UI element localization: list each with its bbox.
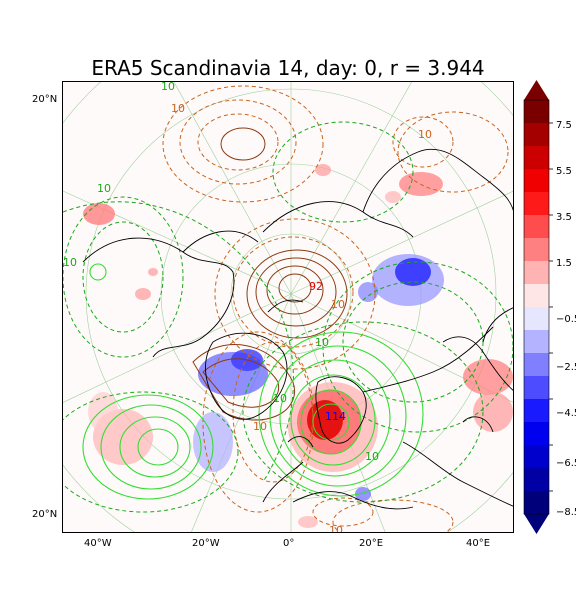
colorbar-band — [524, 100, 549, 124]
contour-label: 10 — [365, 450, 379, 463]
colorbar-band — [524, 123, 549, 147]
contour-label: 10 — [331, 298, 345, 311]
contour-label-min: 92 — [309, 280, 323, 293]
lon-label-20e: 20°E — [359, 538, 384, 549]
coastlines — [82, 148, 513, 510]
colorbar-band — [524, 353, 549, 377]
colorbar-ticks — [549, 122, 553, 492]
map-title: ERA5 Scandinavia 14, day: 0, r = 3.944 — [91, 56, 485, 80]
low-centre-contours — [192, 127, 348, 421]
contour-label: 10 — [63, 256, 77, 269]
colorbar-band — [524, 284, 549, 308]
colorbar-bottom-arrow — [524, 514, 549, 534]
colorbar-band — [524, 376, 549, 400]
lon-label-40w: 40°W — [84, 538, 112, 549]
colorbar-band — [524, 192, 549, 216]
colorbar-band — [524, 330, 549, 354]
map-canvas: 10 10 10 10 10 10 10 10 10 10 92 114 10 — [63, 82, 513, 533]
colorbar-band — [524, 491, 549, 515]
contour-label: 10 — [171, 102, 185, 115]
colorbar-band — [524, 215, 549, 239]
colorbar-band — [524, 169, 549, 193]
contour-label: 10 — [315, 336, 329, 349]
lon-label-0: 0° — [283, 538, 295, 549]
contour-label: 10 — [161, 82, 175, 93]
colorbar-band — [524, 261, 549, 285]
contour-label: 10 — [418, 128, 432, 141]
colorbar-label: −6.5 — [556, 458, 576, 469]
colorbar-bands — [524, 100, 549, 515]
contour-label: 10 — [273, 392, 287, 405]
colorbar-band — [524, 238, 549, 262]
map-panel: 10 10 10 10 10 10 10 10 10 10 92 114 10 — [62, 81, 514, 533]
colorbar-label: 7.5 — [556, 120, 572, 131]
colorbar-label: −8.5 — [556, 507, 576, 518]
colorbar-band — [524, 468, 549, 492]
colorbar-band — [524, 146, 549, 170]
colorbar-band — [524, 399, 549, 423]
colorbar-label: −4.5 — [556, 408, 576, 419]
lon-label-40e: 40°E — [466, 538, 491, 549]
colorbar-label: 5.5 — [556, 166, 572, 177]
lat-label-top: 20°N — [32, 94, 58, 105]
colorbar-label: −2.5 — [556, 362, 576, 373]
contour-labels: 10 10 10 10 10 10 10 10 10 10 92 114 10 — [63, 82, 432, 533]
colorbar-label: 1.5 — [556, 258, 572, 269]
colorbar-top-arrow — [524, 80, 549, 100]
colorbar-band — [524, 422, 549, 446]
colorbar-label: 3.5 — [556, 212, 572, 223]
contour-label: 10 — [97, 182, 111, 195]
colorbar-label: −0.5 — [556, 314, 576, 325]
lon-label-20w: 20°W — [192, 538, 220, 549]
contour-label-max: 114 — [325, 410, 346, 423]
lat-label-bottom: 20°N — [32, 509, 58, 520]
contour-label: 10 — [253, 420, 267, 433]
colorbar-band — [524, 445, 549, 469]
positive-solid-contours — [82, 263, 424, 500]
colorbar-band — [524, 307, 549, 331]
contour-label: 10 — [329, 524, 343, 533]
